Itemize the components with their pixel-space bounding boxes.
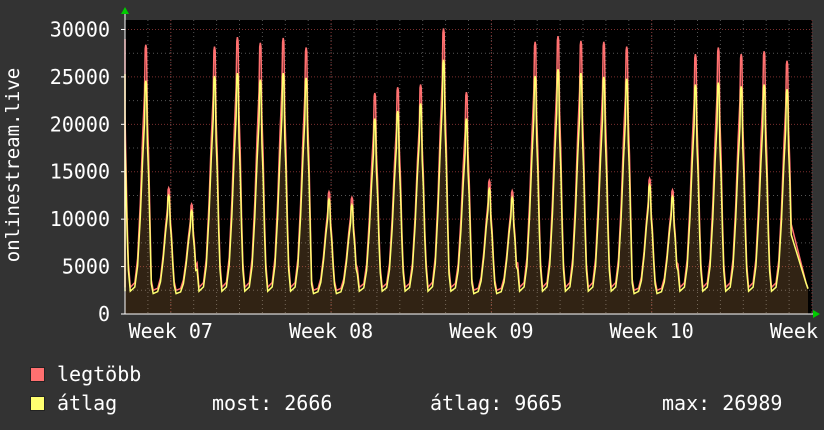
y-tick-label: 30000 (50, 17, 110, 41)
x-axis-ticks: Week 07 Week 08 Week 09 Week 10 Week 11 (129, 319, 824, 343)
y-tick-label: 25000 (50, 65, 110, 89)
y-tick-label: 15000 (50, 160, 110, 184)
stat-average: átlag: 9665 (430, 391, 563, 415)
legend-label-legtobb: legtöbb (57, 362, 142, 386)
y-axis-ticks: 0 5000 10000 15000 20000 25000 30000 (50, 17, 125, 326)
stat-max: max: 26989 (662, 391, 783, 415)
x-tick-label: Week 08 (289, 319, 373, 343)
series-area-legtobb (125, 28, 808, 314)
legend-item-legtobb: legtöbb (30, 362, 141, 386)
legend-label-atlag: átlag (57, 391, 118, 415)
x-tick-label: Week 10 (610, 319, 694, 343)
series-line-atlag (124, 59, 809, 295)
legend-swatch-atlag (30, 396, 45, 411)
x-axis-arrow-icon (813, 310, 820, 318)
y-tick-label: 20000 (50, 112, 110, 136)
x-tick-label: Week 11 (770, 319, 824, 343)
x-tick-label: Week 09 (449, 319, 533, 343)
stat-now: most: 2666 (212, 391, 333, 415)
y-tick-label: 0 (98, 302, 110, 326)
x-tick-label: Week 07 (129, 319, 213, 343)
legend-swatch-legtobb (30, 367, 45, 382)
axes (121, 7, 820, 318)
y-axis-label: onlinestream.live (2, 68, 24, 262)
y-tick-label: 10000 (50, 207, 110, 231)
y-tick-label: 5000 (62, 255, 110, 279)
y-axis-arrow-icon (121, 7, 129, 14)
series-area-atlag (125, 59, 808, 314)
legend-item-atlag: átlag (30, 391, 117, 415)
